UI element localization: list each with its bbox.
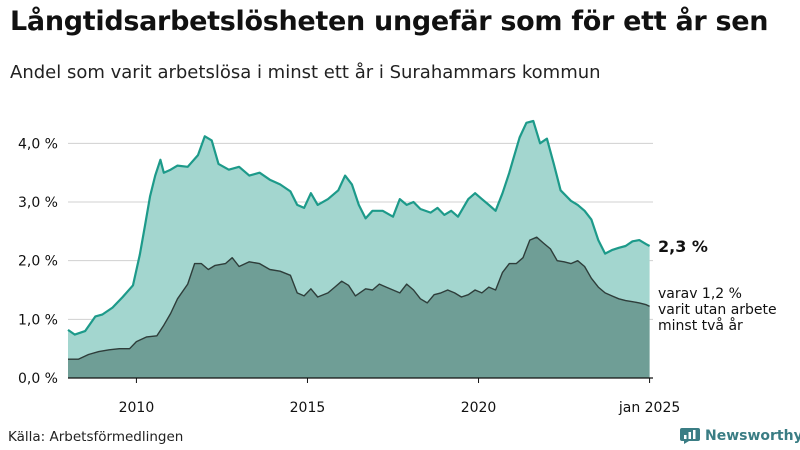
long-term-line: [68, 236, 650, 360]
long-term-end-label: minst två år: [658, 317, 743, 334]
y-tick-label: 1,0 %: [18, 312, 58, 328]
long-term-end-label: varav 1,2 %: [658, 286, 742, 302]
y-tick-label: 0,0 %: [18, 371, 58, 387]
x-tick-label: jan 2025: [618, 400, 680, 416]
source-note: Källa: Arbetsförmedlingen: [8, 429, 184, 445]
chart-title: Långtidsarbetslösheten ungefär som för e…: [10, 6, 769, 37]
y-tick-label: 2,0 %: [18, 254, 58, 270]
brand-name: Newsworthy: [705, 428, 800, 444]
long-term-area: [68, 237, 650, 378]
total-line: [67, 119, 651, 336]
newsworthy-logo-icon: [680, 428, 700, 444]
chart-subtitle: Andel som varit arbetslösa i minst ett å…: [10, 62, 601, 83]
y-tick-label: 3,0 %: [18, 195, 58, 211]
long-term-end-label: varit utan arbete: [658, 302, 777, 318]
x-tick-label: 2010: [119, 400, 155, 416]
y-tick-label: 4,0 %: [18, 136, 58, 152]
x-tick-label: 2020: [461, 400, 497, 416]
total-end-label: 2,3 %: [658, 237, 708, 256]
x-tick-label: 2015: [290, 400, 326, 416]
newsworthy-brand: Newsworthy: [680, 428, 800, 444]
